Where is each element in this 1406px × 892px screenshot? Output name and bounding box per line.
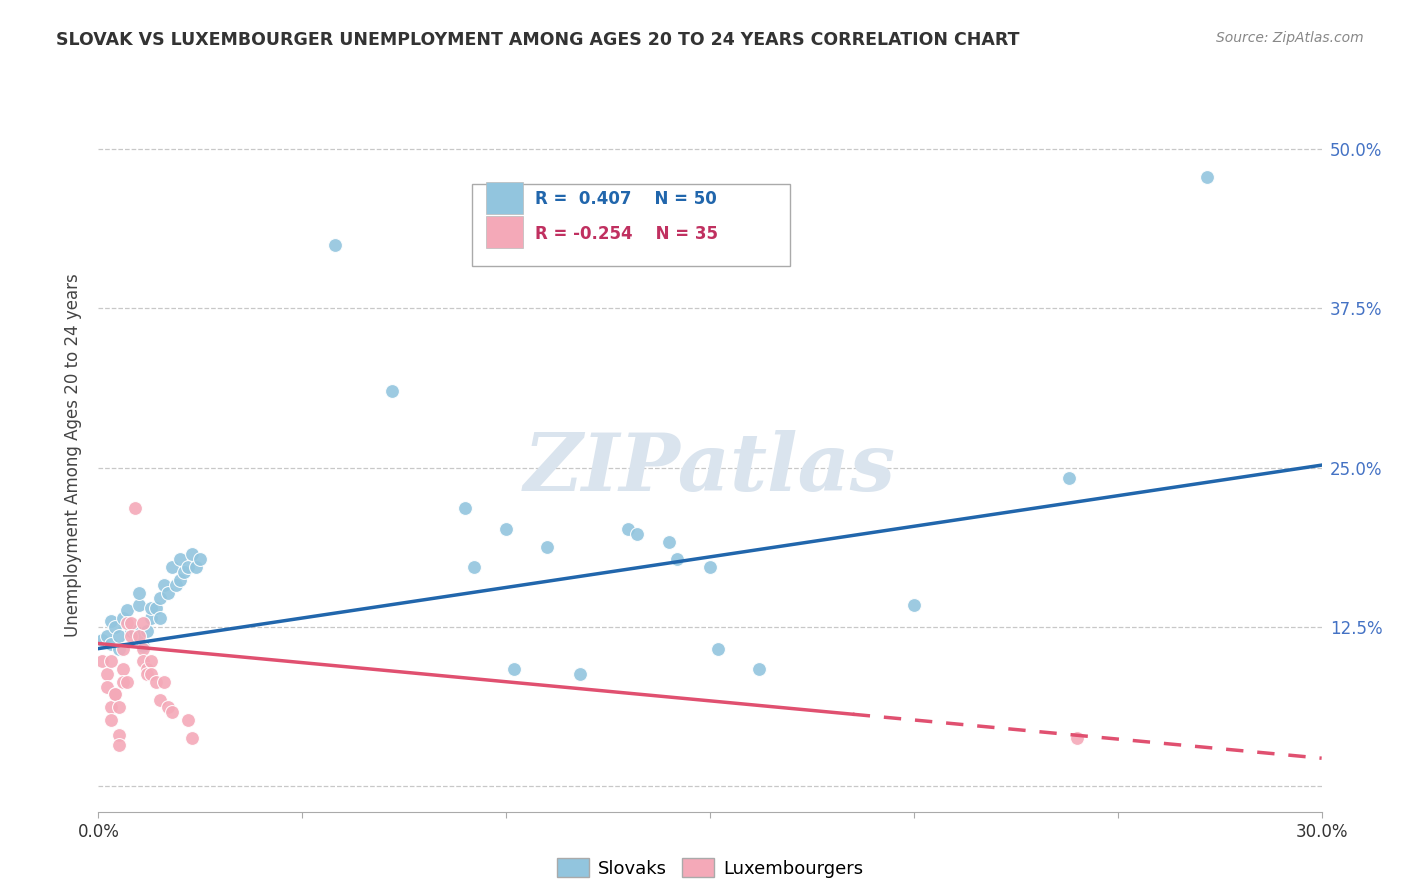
FancyBboxPatch shape bbox=[471, 184, 790, 266]
Point bbox=[96, 667, 118, 681]
Point bbox=[1066, 731, 1088, 745]
Point bbox=[495, 522, 517, 536]
Point bbox=[699, 560, 721, 574]
Point bbox=[132, 616, 155, 631]
Point bbox=[124, 501, 146, 516]
Point bbox=[100, 713, 122, 727]
Point bbox=[617, 522, 640, 536]
Point bbox=[181, 731, 204, 745]
Point bbox=[100, 614, 122, 628]
Point bbox=[177, 713, 200, 727]
Point bbox=[145, 600, 167, 615]
Point bbox=[454, 501, 477, 516]
Point bbox=[152, 674, 174, 689]
Text: R = -0.254    N = 35: R = -0.254 N = 35 bbox=[536, 225, 718, 243]
Point bbox=[96, 629, 118, 643]
Point bbox=[323, 237, 346, 252]
Point bbox=[128, 626, 150, 640]
Point bbox=[186, 560, 208, 574]
Point bbox=[903, 599, 925, 613]
Point bbox=[132, 641, 155, 656]
Text: Source: ZipAtlas.com: Source: ZipAtlas.com bbox=[1216, 31, 1364, 45]
FancyBboxPatch shape bbox=[486, 182, 523, 214]
Point bbox=[181, 547, 204, 561]
Point bbox=[100, 636, 122, 650]
Point bbox=[141, 667, 163, 681]
Point bbox=[136, 624, 159, 638]
Point bbox=[111, 611, 134, 625]
Point bbox=[149, 611, 172, 625]
Point bbox=[111, 641, 134, 656]
Point bbox=[128, 585, 150, 599]
Point bbox=[145, 674, 167, 689]
Point bbox=[165, 578, 187, 592]
Point bbox=[156, 700, 179, 714]
Point bbox=[100, 700, 122, 714]
Point bbox=[115, 674, 138, 689]
Point bbox=[141, 600, 163, 615]
Point bbox=[91, 632, 114, 647]
Point bbox=[463, 560, 485, 574]
Point bbox=[503, 662, 526, 676]
Point bbox=[666, 552, 689, 566]
Point bbox=[748, 662, 770, 676]
Point bbox=[141, 654, 163, 668]
Point bbox=[108, 629, 131, 643]
Point bbox=[124, 624, 146, 638]
Point bbox=[149, 692, 172, 706]
Point bbox=[141, 611, 163, 625]
Point bbox=[169, 552, 191, 566]
Point bbox=[111, 662, 134, 676]
Legend: Slovaks, Luxembourgers: Slovaks, Luxembourgers bbox=[550, 851, 870, 885]
Point bbox=[104, 688, 127, 702]
Point bbox=[108, 728, 131, 742]
Point bbox=[120, 629, 142, 643]
Point bbox=[177, 560, 200, 574]
Y-axis label: Unemployment Among Ages 20 to 24 years: Unemployment Among Ages 20 to 24 years bbox=[65, 273, 83, 637]
Point bbox=[188, 552, 212, 566]
Point bbox=[1057, 471, 1080, 485]
Point bbox=[108, 641, 131, 656]
FancyBboxPatch shape bbox=[486, 216, 523, 248]
Point bbox=[104, 688, 127, 702]
Point bbox=[381, 384, 404, 399]
Point bbox=[173, 565, 195, 579]
Point bbox=[100, 654, 122, 668]
Point bbox=[169, 573, 191, 587]
Point bbox=[132, 639, 155, 653]
Point bbox=[128, 629, 150, 643]
Point bbox=[108, 739, 131, 753]
Point bbox=[160, 706, 183, 720]
Point bbox=[152, 578, 174, 592]
Point bbox=[626, 527, 648, 541]
Point bbox=[108, 700, 131, 714]
Point bbox=[91, 654, 114, 668]
Point bbox=[536, 540, 558, 554]
Point bbox=[1197, 170, 1219, 185]
Point bbox=[568, 667, 591, 681]
Point bbox=[128, 599, 150, 613]
Point bbox=[120, 616, 142, 631]
Point bbox=[136, 667, 159, 681]
Text: ZIPatlas: ZIPatlas bbox=[524, 431, 896, 508]
Point bbox=[707, 641, 730, 656]
Point bbox=[115, 616, 138, 631]
Point bbox=[96, 680, 118, 694]
Point bbox=[136, 662, 159, 676]
Point bbox=[115, 603, 138, 617]
Point bbox=[658, 534, 681, 549]
Point bbox=[156, 585, 179, 599]
Point bbox=[149, 591, 172, 605]
Point bbox=[120, 624, 142, 638]
Point bbox=[111, 674, 134, 689]
Point bbox=[160, 560, 183, 574]
Point bbox=[104, 620, 127, 634]
Point bbox=[132, 654, 155, 668]
Text: R =  0.407    N = 50: R = 0.407 N = 50 bbox=[536, 190, 717, 208]
Text: SLOVAK VS LUXEMBOURGER UNEMPLOYMENT AMONG AGES 20 TO 24 YEARS CORRELATION CHART: SLOVAK VS LUXEMBOURGER UNEMPLOYMENT AMON… bbox=[56, 31, 1019, 49]
